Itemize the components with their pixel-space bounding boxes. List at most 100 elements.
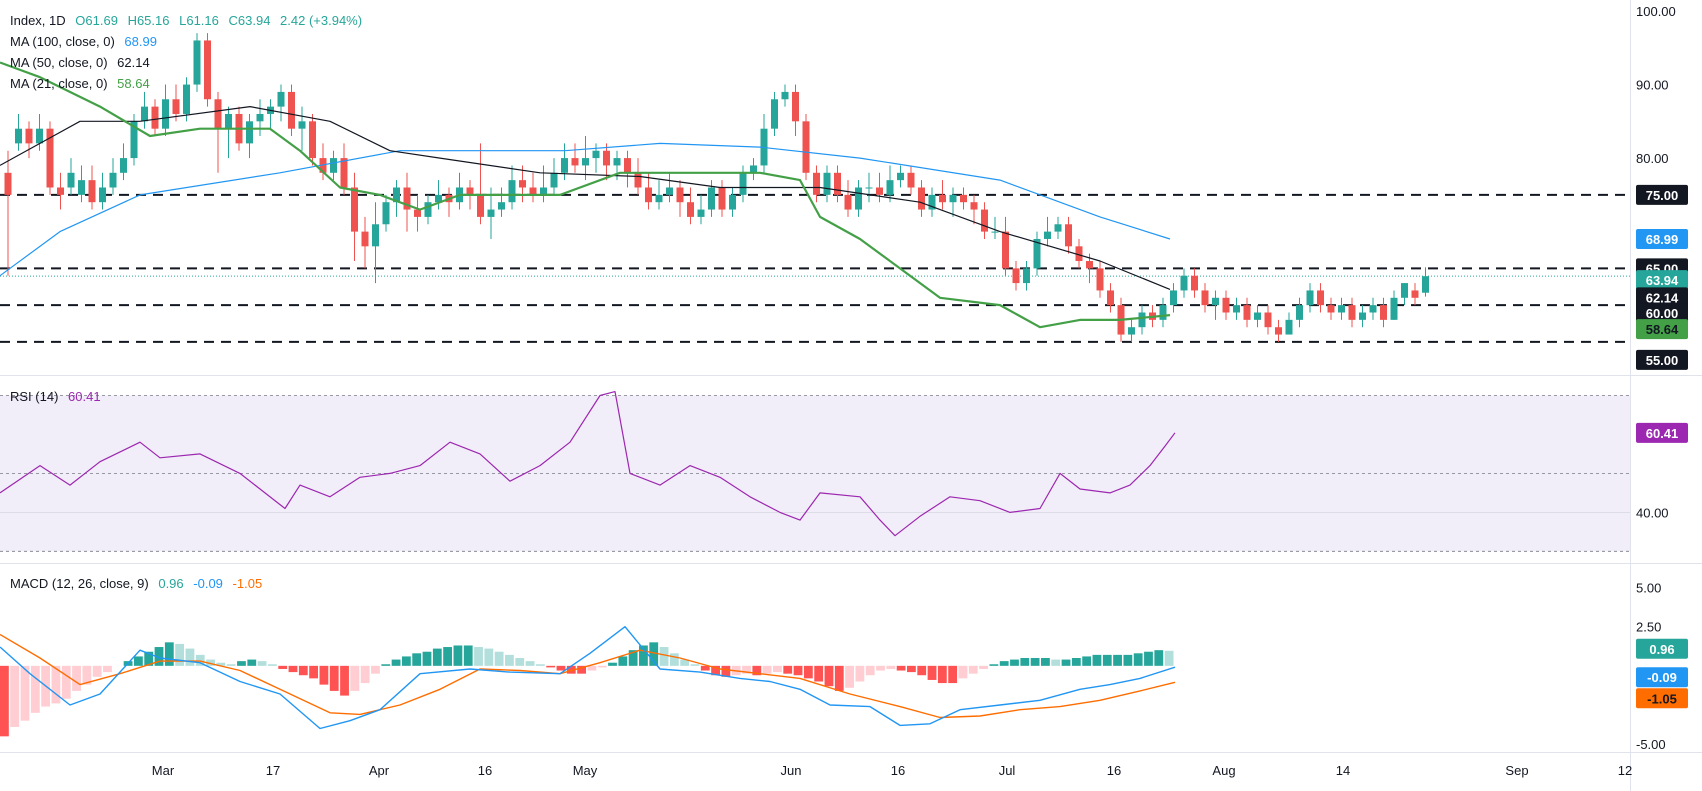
candle-body <box>865 187 873 189</box>
candle-body <box>1012 268 1020 284</box>
macd-histogram-bar <box>1082 656 1092 666</box>
macd-histogram-bar <box>432 648 442 666</box>
candle-body <box>771 99 778 129</box>
macd-histogram-bar <box>350 665 360 691</box>
candle-body <box>403 187 411 210</box>
price-badge <box>1636 287 1688 308</box>
candle-body <box>309 121 316 159</box>
time-axis-label: 16 <box>1107 763 1121 778</box>
ma50-line <box>0 106 1171 290</box>
price-badge <box>1636 688 1688 709</box>
candle-body <box>1306 290 1314 306</box>
macd-histogram-bar <box>999 661 1009 666</box>
candle-body <box>939 194 946 203</box>
price-badge-label: 55.00 <box>1646 353 1679 368</box>
candle-body <box>813 172 820 195</box>
macd-histogram-bar <box>814 665 824 682</box>
macd-histogram-bar <box>103 665 112 673</box>
candle-body <box>498 202 505 210</box>
price-badge-label: 63.94 <box>1646 273 1679 288</box>
macd-histogram-bar <box>566 665 576 674</box>
candle-body <box>36 128 43 144</box>
ma50-legend[interactable]: MA (50, close, 0) 62.14 <box>10 55 156 71</box>
ma21-line <box>0 61 1171 329</box>
candle-body <box>603 150 610 166</box>
price-badge <box>1636 349 1688 370</box>
macd-histogram-bar <box>659 647 669 666</box>
candle-body <box>15 128 22 144</box>
candle-body <box>897 172 904 181</box>
candle-body <box>960 194 967 203</box>
candle-body <box>708 187 715 210</box>
candle-body <box>624 158 631 173</box>
candle-body <box>1380 305 1387 320</box>
candle-body <box>918 187 925 210</box>
candle-body <box>1317 290 1324 306</box>
macd-histogram-bar <box>1010 659 1019 666</box>
price-tick-label: 80.00 <box>1636 151 1669 166</box>
time-axis-label: 17 <box>266 763 280 778</box>
ma100-value: 68.99 <box>124 34 157 49</box>
price-badge-label: 0.96 <box>1649 642 1674 657</box>
candle-body <box>1233 305 1240 313</box>
price-badge <box>1636 319 1688 340</box>
macd-tick-label: 2.50 <box>1636 620 1661 635</box>
macd-histogram-bar <box>422 651 432 666</box>
candle-body <box>361 231 369 247</box>
macd-histogram-bar <box>1102 654 1112 666</box>
macd-histogram-bar <box>391 659 401 666</box>
ma50-label: MA (50, close, 0) <box>10 55 108 70</box>
candle-body <box>78 180 85 195</box>
macd-histogram-bar <box>20 665 30 721</box>
macd-legend[interactable]: MACD (12, 26, close, 9) 0.96 -0.09 -1.05 <box>10 576 268 592</box>
candle-body <box>981 209 988 232</box>
macd-histogram-bar <box>72 665 81 691</box>
rsi-tick-label: 40.00 <box>1636 505 1669 520</box>
macd-histogram-bar <box>834 665 844 691</box>
macd-histogram-bar <box>1071 658 1081 666</box>
candle-body <box>1275 327 1282 335</box>
candle-body <box>1170 290 1177 306</box>
macd-histogram-bar <box>700 665 710 671</box>
macd-histogram-bar <box>164 642 174 666</box>
candle-body <box>1138 312 1146 328</box>
candle-body <box>1212 297 1219 306</box>
candle-body <box>298 121 306 129</box>
candle-body <box>1096 268 1104 291</box>
macd-histogram-bar <box>587 665 597 671</box>
candle-body <box>739 172 747 195</box>
candle-body <box>340 158 348 188</box>
macd-histogram-bar <box>515 658 525 666</box>
macd-histogram-bar <box>463 645 473 666</box>
candle-body <box>508 180 516 203</box>
candle-body <box>162 99 169 129</box>
macd-histogram-bar <box>453 645 463 666</box>
time-axis-label: May <box>573 763 598 778</box>
high-value: H65.16 <box>127 13 170 28</box>
macd-histogram-bar <box>742 665 751 674</box>
macd-tick-label: 5.00 <box>1636 581 1661 596</box>
candle-body <box>4 172 12 195</box>
candle-body <box>25 128 33 144</box>
candle-body <box>1044 231 1051 239</box>
candle-body <box>844 194 852 210</box>
macd-histogram-bar <box>845 665 854 688</box>
ma21-label: MA (21, close, 0) <box>10 76 108 91</box>
macd-histogram-bar <box>51 665 61 704</box>
candle-body <box>949 194 957 203</box>
price-badge <box>1636 303 1688 324</box>
macd-histogram-bar <box>381 664 391 666</box>
symbol-label[interactable]: Index, 1D <box>10 13 66 28</box>
macd-histogram-bar <box>886 665 896 669</box>
macd-histogram-bar <box>340 665 349 696</box>
rsi-legend[interactable]: RSI (14) 60.41 <box>10 389 107 405</box>
candle-body <box>1296 305 1303 320</box>
macd-histogram-bar <box>82 665 92 685</box>
ma100-legend[interactable]: MA (100, close, 0) 68.99 <box>10 34 163 50</box>
macd-histogram-bar <box>979 665 988 669</box>
macd-histogram-bar <box>1123 654 1133 666</box>
macd-label: MACD (12, 26, close, 9) <box>10 576 149 591</box>
ma21-legend[interactable]: MA (21, close, 0) 58.64 <box>10 76 156 92</box>
macd-histogram-bar <box>535 664 545 666</box>
